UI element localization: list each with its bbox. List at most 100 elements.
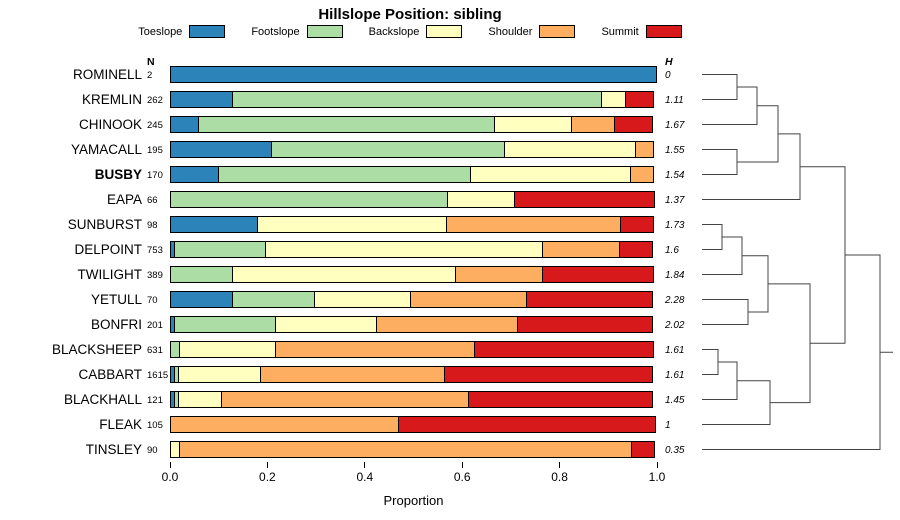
table-row: SUNBURST 98 1.73 <box>0 212 900 237</box>
stacked-bar <box>170 366 657 383</box>
table-row: CHINOOK 245 1.67 <box>0 112 900 137</box>
bar-segment-backslope <box>256 216 447 233</box>
axis-tick-label: 0.0 <box>161 470 179 484</box>
legend-item-backslope: Backslope <box>369 25 463 38</box>
legend-item-shoulder: Shoulder <box>488 25 576 38</box>
bar-segment-summit <box>541 266 654 283</box>
row-label: BONFRI <box>90 317 142 332</box>
legend-swatch-backslope <box>426 25 463 38</box>
legend-label: Footslope <box>251 25 300 38</box>
stacked-bar <box>170 341 657 358</box>
row-label: TINSLEY <box>85 442 142 457</box>
table-row: CABBART 1615 1.61 <box>0 362 900 387</box>
row-label: TWILIGHT <box>77 267 143 282</box>
row-label: DELPOINT <box>74 242 142 257</box>
row-label: BLACKSHEEP <box>51 342 142 357</box>
h-value: 1.84 <box>665 270 685 281</box>
bar-segment-summit <box>443 366 653 383</box>
bar-segment-shoulder <box>220 391 469 408</box>
h-value: 1.73 <box>665 220 685 231</box>
bar-segment-backslope <box>265 241 543 258</box>
bar-segment-summit <box>619 216 654 233</box>
bar-segment-toeslope <box>170 216 258 233</box>
n-value: 2 <box>147 70 153 81</box>
legend-swatch-summit <box>645 25 682 38</box>
bar-segment-backslope <box>494 116 573 133</box>
row-label: ROMINELL <box>72 67 142 82</box>
n-value: 753 <box>147 245 163 256</box>
bar-segment-toeslope <box>170 291 234 308</box>
h-value: 1.61 <box>665 370 685 381</box>
axis-tick-label: 0.6 <box>453 470 471 484</box>
h-value: 1.54 <box>665 170 685 181</box>
bar-segment-shoulder <box>445 216 621 233</box>
h-value: 1.61 <box>665 345 685 356</box>
legend-label: Backslope <box>368 25 420 38</box>
legend-label: Toeslope <box>138 25 183 38</box>
bar-segment-backslope <box>178 341 277 358</box>
table-row: ROMINELL 2 0 <box>0 62 900 87</box>
stacked-bar <box>170 66 657 83</box>
table-row: BONFRI 201 2.02 <box>0 312 900 337</box>
stacked-bar <box>170 291 657 308</box>
n-value: 201 <box>147 320 163 331</box>
stacked-bar <box>170 416 657 433</box>
bar-segment-footslope <box>232 91 603 108</box>
h-column-header: H <box>665 56 673 68</box>
bar-segment-footslope <box>173 316 277 333</box>
n-value: 245 <box>147 120 163 131</box>
table-row: BLACKSHEEP 631 1.61 <box>0 337 900 362</box>
bar-segment-shoulder <box>629 166 654 183</box>
bar-segment-summit <box>618 241 653 258</box>
legend-item-footslope: Footslope <box>251 25 343 38</box>
bar-segment-shoulder <box>376 316 518 333</box>
table-row: KREMLIN 262 1.11 <box>0 87 900 112</box>
axis-tick <box>461 462 463 468</box>
n-value: 262 <box>147 95 163 106</box>
h-value: 1.55 <box>665 145 685 156</box>
bar-segment-footslope <box>271 141 506 158</box>
bar-segment-shoulder <box>455 266 543 283</box>
bar-segment-summit <box>516 316 653 333</box>
bar-segment-toeslope <box>170 116 200 133</box>
bar-segment-toeslope <box>170 66 657 83</box>
bar-segment-backslope <box>232 266 457 283</box>
row-label: CHINOOK <box>78 117 142 132</box>
stacked-bar <box>170 191 657 208</box>
bar-segment-footslope <box>173 241 267 258</box>
axis-tick-label: 0.8 <box>551 470 568 484</box>
table-row: TINSLEY 90 0.35 <box>0 437 900 462</box>
bar-segment-footslope <box>198 116 496 133</box>
stacked-bar <box>170 266 657 283</box>
stacked-bar <box>170 441 657 458</box>
bar-segment-footslope <box>170 191 448 208</box>
bar-segment-toeslope <box>170 141 273 158</box>
n-value: 389 <box>147 270 163 281</box>
h-value: 2.02 <box>665 320 685 331</box>
row-label: EAPA <box>106 192 142 207</box>
legend-swatch-shoulder <box>539 25 576 38</box>
bar-segment-shoulder <box>410 291 528 308</box>
table-row: YETULL 70 2.28 <box>0 287 900 312</box>
chart-title: Hillslope Position: sibling <box>318 6 502 23</box>
row-label: FLEAK <box>99 417 142 432</box>
axis-tick <box>559 462 561 468</box>
h-value: 0.35 <box>665 445 685 456</box>
bar-segment-shoulder <box>541 241 620 258</box>
row-label: YETULL <box>90 292 142 307</box>
bar-segment-summit <box>467 391 653 408</box>
bar-segment-summit <box>473 341 654 358</box>
bar-segment-backslope <box>275 316 378 333</box>
legend-item-toeslope: Toeslope <box>138 25 226 38</box>
legend-label: Summit <box>601 25 639 38</box>
legend-swatch-footslope <box>306 25 343 38</box>
bar-segment-toeslope <box>170 91 234 108</box>
bar-segment-footslope <box>170 266 234 283</box>
n-value: 98 <box>147 220 158 231</box>
n-value: 195 <box>147 145 163 156</box>
n-value: 1615 <box>147 370 169 381</box>
axis-tick <box>266 462 268 468</box>
stacked-bar <box>170 116 657 133</box>
bar-segment-shoulder <box>634 141 654 158</box>
